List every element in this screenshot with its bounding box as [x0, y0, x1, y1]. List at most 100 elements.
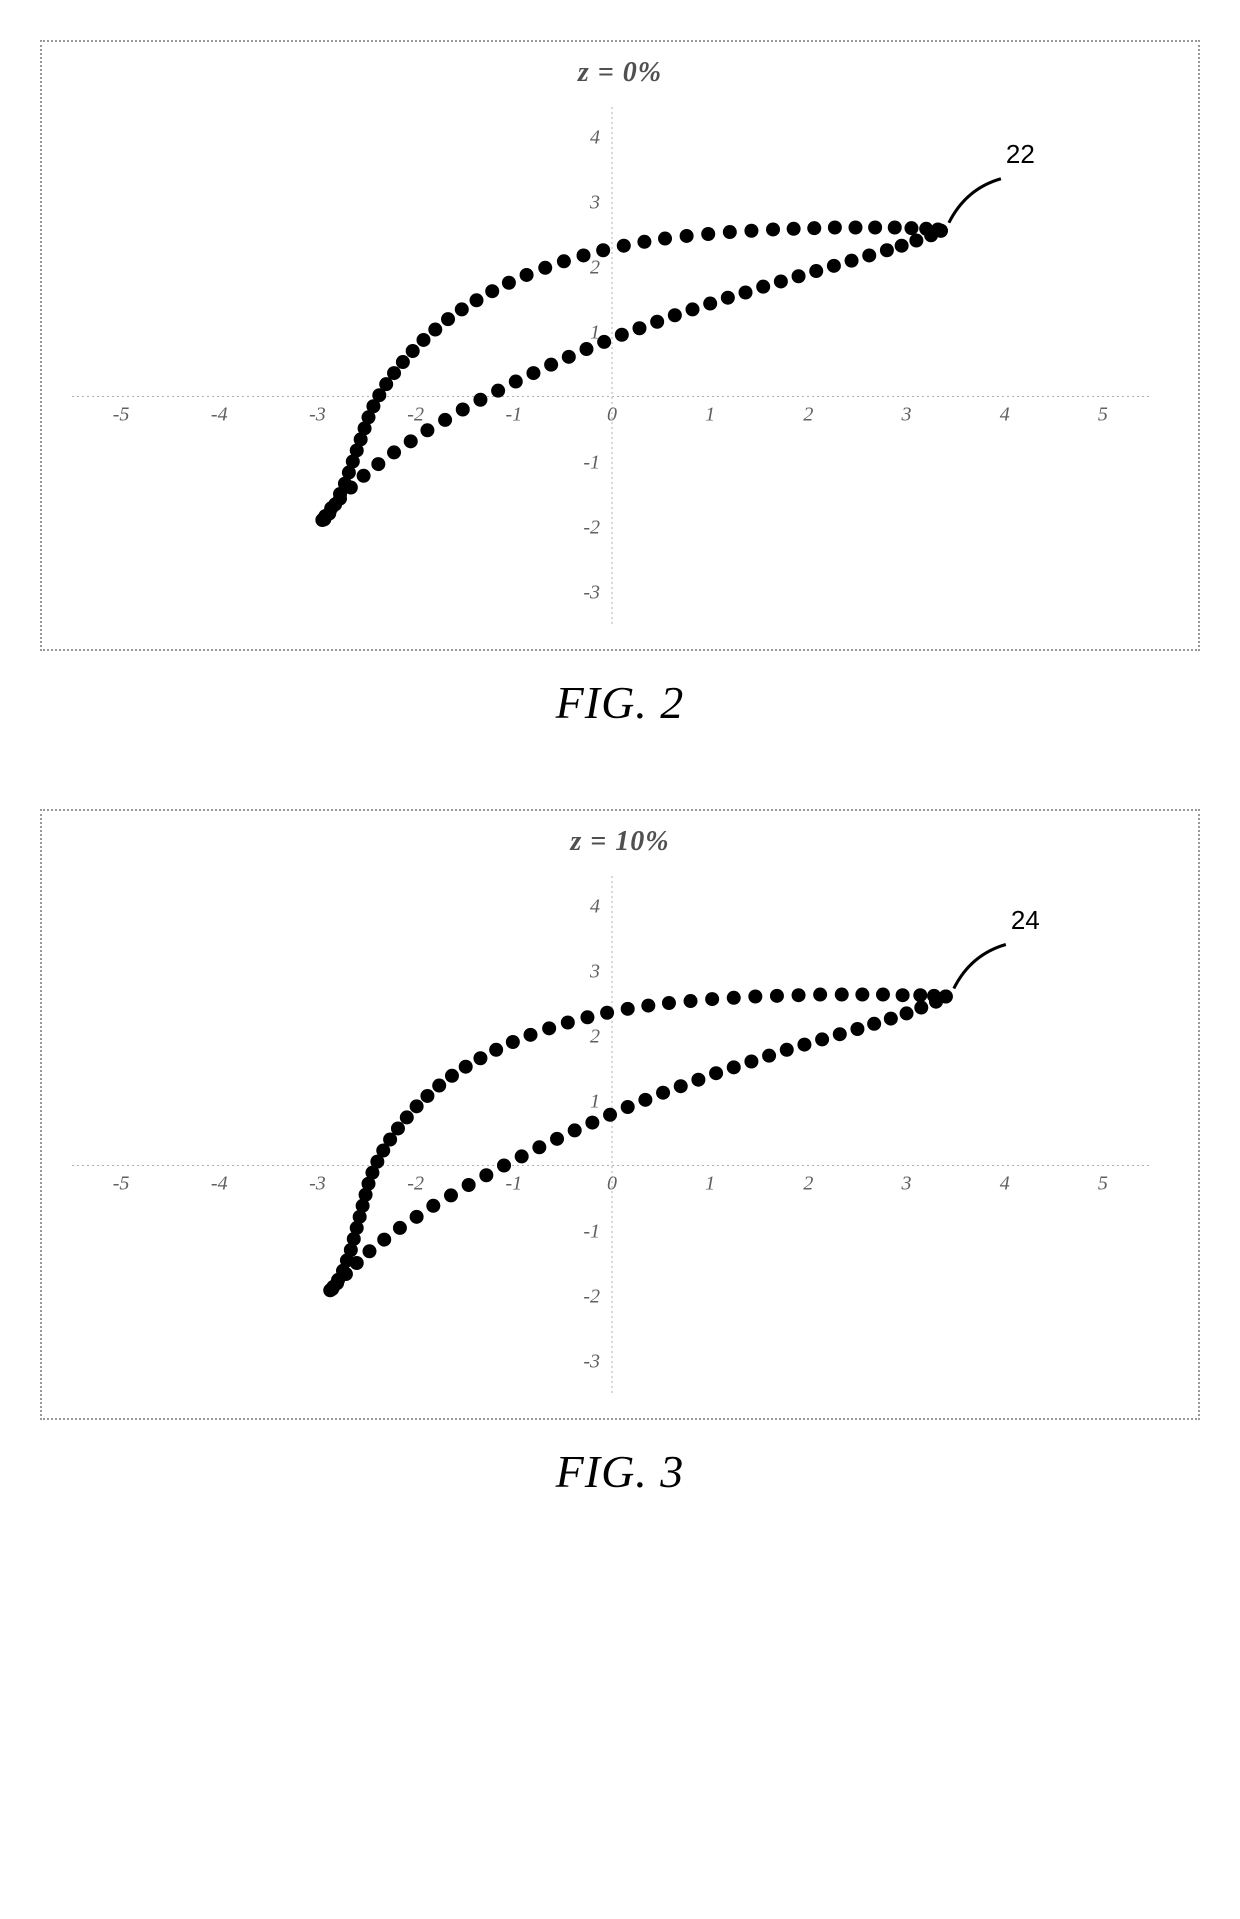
data-marker — [550, 1132, 564, 1146]
x-tick-label: -4 — [211, 1173, 228, 1195]
data-marker — [568, 1123, 582, 1137]
data-marker — [562, 350, 576, 364]
data-marker — [744, 224, 758, 238]
data-marker — [638, 1093, 652, 1107]
data-marker — [766, 222, 780, 236]
data-marker — [686, 302, 700, 316]
annotation-label: 22 — [1006, 139, 1035, 170]
data-marker — [441, 312, 455, 326]
data-marker — [680, 229, 694, 243]
x-tick-label: -1 — [505, 404, 522, 426]
data-marker — [641, 999, 655, 1013]
data-marker — [770, 989, 784, 1003]
data-marker — [787, 222, 801, 236]
data-marker — [848, 221, 862, 235]
data-marker — [904, 221, 918, 235]
chart-svg: -5-4-3-2-1012345-3-2-11234 — [62, 863, 1162, 1403]
data-marker — [658, 232, 672, 246]
data-marker — [410, 1210, 424, 1224]
data-marker — [703, 297, 717, 311]
data-marker — [357, 469, 371, 483]
data-marker — [410, 1099, 424, 1113]
data-marker — [888, 221, 902, 235]
annotation-arrow — [954, 945, 1006, 989]
data-marker — [444, 1188, 458, 1202]
data-marker — [867, 1017, 881, 1031]
data-marker — [709, 1066, 723, 1080]
x-tick-label: -3 — [309, 404, 326, 426]
y-tick-label: 3 — [589, 961, 600, 983]
annotation-label: 24 — [1011, 905, 1040, 936]
data-marker — [780, 1043, 794, 1057]
x-tick-label: 5 — [1098, 1173, 1108, 1195]
data-marker — [637, 235, 651, 249]
y-tick-label: -2 — [583, 1286, 600, 1308]
data-marker — [561, 1016, 575, 1030]
data-marker — [577, 248, 591, 262]
data-marker — [462, 1178, 476, 1192]
data-marker — [762, 1049, 776, 1063]
data-marker — [914, 1001, 928, 1015]
x-tick-label: -3 — [309, 1173, 326, 1195]
data-marker — [813, 988, 827, 1002]
x-tick-label: -2 — [407, 404, 424, 426]
data-marker — [428, 323, 442, 337]
x-tick-label: 3 — [901, 404, 912, 426]
data-marker — [387, 445, 401, 459]
data-marker — [479, 1168, 493, 1182]
data-marker — [701, 227, 715, 241]
data-marker — [668, 308, 682, 322]
data-marker — [705, 992, 719, 1006]
data-marker — [416, 333, 430, 347]
data-marker — [650, 315, 664, 329]
data-marker — [809, 264, 823, 278]
data-marker — [862, 248, 876, 262]
data-marker — [827, 259, 841, 273]
data-marker — [792, 269, 806, 283]
y-tick-label: 4 — [590, 127, 600, 149]
figure-caption: FIG. 3 — [40, 1445, 1200, 1498]
data-marker — [426, 1199, 440, 1213]
x-tick-label: 2 — [803, 1173, 813, 1195]
data-marker — [792, 988, 806, 1002]
data-marker — [828, 221, 842, 235]
figure-caption: FIG. 2 — [40, 676, 1200, 729]
data-marker — [538, 261, 552, 275]
data-marker — [362, 1244, 376, 1258]
data-marker — [727, 991, 741, 1005]
data-marker — [391, 1121, 405, 1135]
data-marker — [774, 274, 788, 288]
data-marker — [662, 996, 676, 1010]
annotation-arrow — [949, 179, 1001, 223]
data-marker — [621, 1002, 635, 1016]
data-marker — [544, 358, 558, 372]
data-marker — [621, 1100, 635, 1114]
y-tick-label: -1 — [583, 1221, 600, 1243]
data-marker — [855, 988, 869, 1002]
data-marker — [850, 1022, 864, 1036]
figure-container: z = 10%24-5-4-3-2-1012345-3-2-11234FIG. … — [40, 809, 1200, 1498]
data-marker — [456, 403, 470, 417]
data-marker — [473, 1051, 487, 1065]
data-marker — [420, 423, 434, 437]
y-tick-label: 4 — [590, 896, 600, 918]
data-marker — [884, 1012, 898, 1026]
x-tick-label: -4 — [211, 404, 228, 426]
data-marker — [470, 293, 484, 307]
data-marker — [585, 1116, 599, 1130]
data-marker — [509, 375, 523, 389]
y-tick-label: 2 — [590, 257, 600, 279]
chart-title: z = 0% — [62, 57, 1178, 89]
y-tick-label: -3 — [583, 582, 600, 604]
data-marker — [502, 276, 516, 290]
data-marker — [833, 1027, 847, 1041]
data-marker — [723, 225, 737, 239]
data-marker — [406, 344, 420, 358]
data-marker — [721, 291, 735, 305]
data-marker — [438, 413, 452, 427]
chart-frame: z = 10%24-5-4-3-2-1012345-3-2-11234 — [40, 809, 1200, 1420]
data-marker — [815, 1032, 829, 1046]
data-marker — [580, 1010, 594, 1024]
data-marker — [748, 990, 762, 1004]
data-marker — [377, 1233, 391, 1247]
